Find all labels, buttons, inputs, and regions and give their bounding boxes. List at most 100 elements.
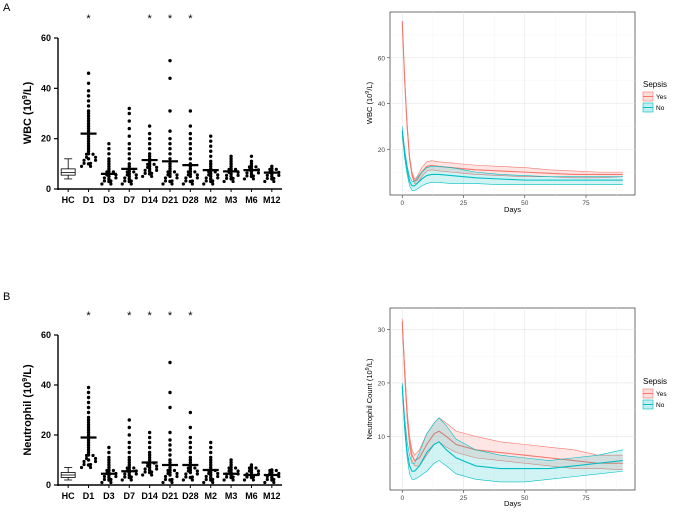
data-point: [86, 400, 91, 405]
data-point: [86, 136, 91, 141]
data-point: [251, 478, 256, 482]
data-point: [91, 152, 95, 156]
data-point: [211, 179, 215, 183]
data-point: [209, 164, 213, 169]
data-point: [245, 174, 249, 178]
data-point: [209, 149, 213, 153]
data-point: [127, 126, 131, 131]
significance-star: *: [168, 310, 173, 322]
data-point: [86, 129, 91, 133]
data-point: [141, 473, 145, 477]
data-point: [86, 147, 91, 151]
data-point: [216, 176, 220, 180]
data-point: [111, 170, 116, 174]
data-point: [86, 104, 91, 108]
data-point: [86, 440, 91, 445]
data-point: [86, 418, 91, 422]
data-point: [209, 450, 213, 455]
data-point: [184, 179, 188, 183]
data-point: [168, 136, 172, 141]
data-point: [129, 179, 133, 183]
data-point: [127, 450, 131, 455]
data-point: [188, 425, 193, 430]
y-tick-label: 0: [46, 184, 51, 194]
category-label: M3: [225, 491, 238, 501]
data-point: [209, 159, 213, 164]
data-point: [163, 477, 168, 482]
data-point: [86, 89, 91, 93]
data-point: [107, 465, 111, 470]
data-point: [147, 142, 152, 146]
data-point: [209, 460, 213, 465]
data-point: [188, 455, 193, 460]
data-point: [86, 71, 91, 75]
data-point: [168, 453, 172, 457]
data-point: [231, 176, 235, 181]
data-point: [127, 119, 131, 123]
data-point: [270, 475, 274, 480]
data-point: [229, 159, 233, 164]
data-point: [184, 475, 188, 479]
data-point: [227, 469, 231, 473]
data-point: [79, 164, 84, 168]
data-point: [127, 458, 131, 462]
data-point: [202, 182, 206, 186]
data-point: [143, 171, 147, 175]
data-point: [245, 171, 249, 175]
data-point: [242, 478, 247, 482]
data-point: [168, 458, 172, 462]
data-point: [86, 415, 91, 420]
data-point: [231, 475, 235, 479]
data-point: [146, 165, 150, 169]
category-label: D3: [103, 491, 115, 501]
y-axis-label-main: WBC (10: [365, 94, 374, 124]
data-point: [86, 126, 91, 131]
data-point: [209, 463, 213, 467]
data-point: [109, 480, 113, 485]
data-point: [190, 475, 194, 479]
data-point: [184, 472, 188, 476]
data-point: [193, 466, 197, 470]
category-label: D7: [124, 195, 136, 205]
data-point: [188, 450, 193, 455]
data-point: [86, 81, 91, 86]
data-point: [86, 111, 91, 116]
data-point: [150, 470, 154, 474]
data-point: [107, 152, 111, 156]
data-point: [249, 159, 254, 164]
category-label: M2: [204, 491, 217, 501]
legend-label-no: No: [656, 402, 665, 409]
data-point: [93, 155, 98, 159]
data-point: [107, 177, 111, 181]
y-axis-label: Neutrophil (109/L): [22, 364, 34, 456]
data-point: [86, 94, 91, 98]
data-point: [86, 405, 91, 410]
data-point: [209, 445, 213, 450]
data-point: [204, 179, 208, 183]
data-point: [249, 162, 254, 166]
data-point: [143, 470, 147, 474]
data-point: [168, 162, 172, 166]
ci-lower-no: [401, 135, 623, 191]
y-tick-label: 20: [378, 147, 386, 154]
plot-panel: [389, 307, 636, 491]
data-point: [168, 405, 172, 410]
data-point: [188, 142, 193, 146]
panel-label-b: B: [3, 291, 10, 303]
data-point: [188, 152, 193, 156]
data-point: [105, 468, 109, 473]
data-point: [168, 360, 172, 365]
category-label: M6: [245, 491, 258, 501]
data-point: [175, 176, 179, 180]
legend-label-yes: Yes: [656, 94, 667, 101]
data-point: [175, 471, 179, 476]
data-point: [274, 167, 278, 171]
data-point: [172, 468, 177, 473]
data-point: [127, 425, 131, 430]
data-point: [107, 157, 111, 161]
significance-star: *: [147, 13, 152, 25]
data-point: [249, 463, 254, 467]
data-point: [188, 147, 193, 151]
y-tick-label: 20: [41, 430, 51, 440]
data-point: [188, 157, 193, 161]
